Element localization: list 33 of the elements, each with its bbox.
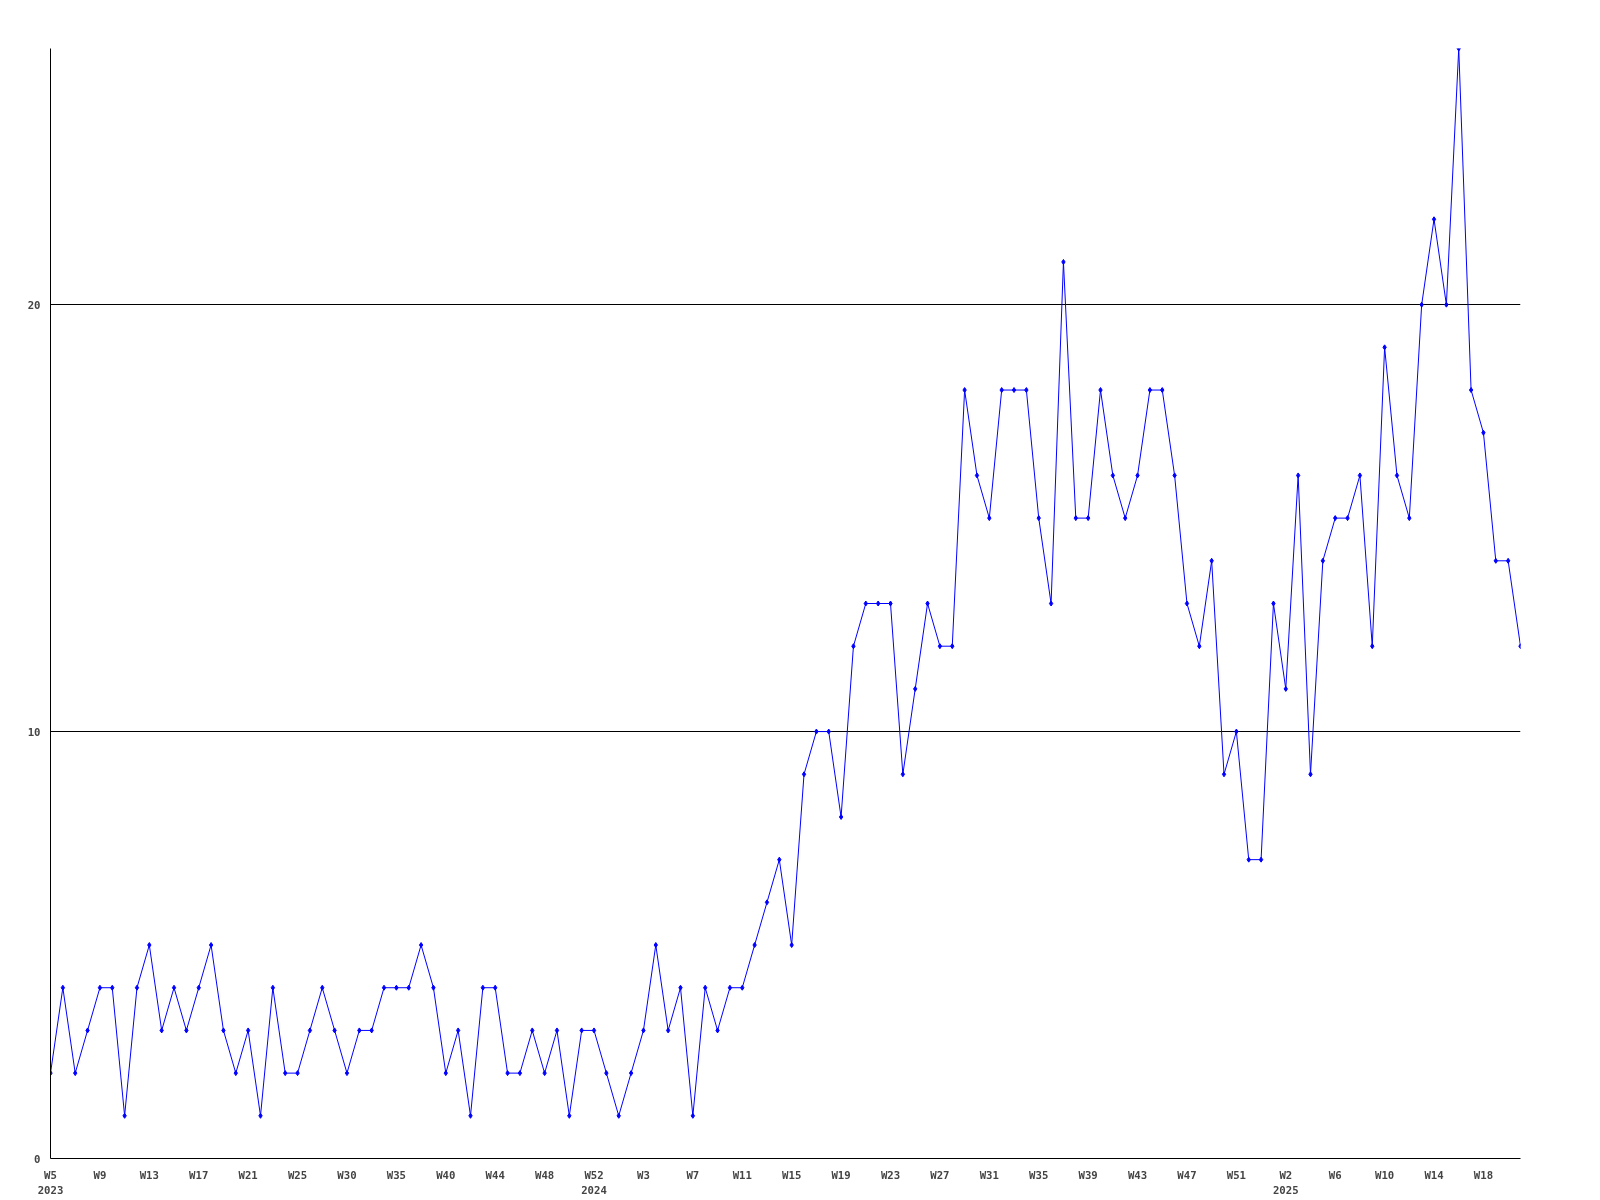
x-tick-label: W5 2023 — [37, 1168, 64, 1198]
x-tick-label: W9 — [93, 1168, 107, 1182]
x-tick-label: W31 — [979, 1168, 999, 1182]
x-tick-label: W21 — [238, 1168, 258, 1182]
x-tick-label: W47 — [1177, 1168, 1197, 1182]
x-tick-label: W48 — [534, 1168, 555, 1182]
x-tick-label: W11 — [732, 1168, 752, 1182]
x-tick-label: W35 — [1029, 1168, 1049, 1182]
x-tick-label: W35 — [386, 1168, 407, 1182]
x-tick-label: W17 — [189, 1168, 209, 1182]
x-tick-label: W25 — [287, 1168, 308, 1182]
x-tick-label: W30 — [337, 1168, 357, 1182]
x-tick-label: W19 — [831, 1168, 851, 1182]
x-tick-label: W7 — [686, 1168, 700, 1182]
x-tick-label: W3 — [637, 1168, 650, 1182]
x-tick-label: W27 — [930, 1168, 950, 1182]
x-tick-label: W39 — [1078, 1168, 1098, 1182]
x-tick-label: W44 — [485, 1168, 505, 1182]
x-tick-label: W40 — [436, 1168, 456, 1182]
x-tick-label: W15 — [782, 1168, 802, 1182]
x-tick-label: W18 — [1473, 1168, 1494, 1182]
x-tick-label: W10 — [1374, 1168, 1395, 1182]
x-tick-label: W13 — [139, 1168, 159, 1182]
y-tick-label: 20 — [27, 298, 41, 312]
x-tick-label: W43 — [1127, 1168, 1148, 1182]
x-tick-label: W51 — [1226, 1168, 1247, 1182]
y-tick-label: 0 — [34, 1152, 41, 1166]
x-tick-label: W23 — [880, 1168, 901, 1182]
x-tick-label: W2 2025 — [1272, 1168, 1299, 1198]
x-tick-label: W6 — [1328, 1168, 1342, 1182]
x-tick-label: W14 — [1424, 1168, 1444, 1182]
x-tick-label: W52 2024 — [581, 1168, 607, 1198]
y-tick-label: 10 — [27, 725, 41, 739]
